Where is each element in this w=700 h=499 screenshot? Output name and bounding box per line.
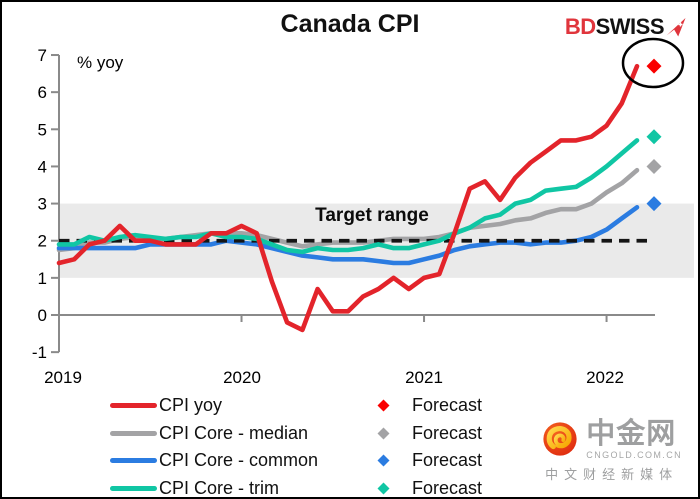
legend: CPI yoy Forecast CPI Core - median Forecast… (110, 395, 483, 498)
legend-series-label: CPI Core - median (159, 422, 309, 443)
legend-series-label: CPI Core - common (159, 450, 319, 471)
legend-line-swatch (110, 458, 157, 464)
watermark-site: CNGOLD.COM.CN (586, 450, 682, 460)
x-tick-label: 2020 (223, 368, 261, 387)
cngold-watermark: 中金网 CNGOLD.COM.CN 中文财经新媒体 (541, 417, 682, 483)
watermark-top-row: 中金网 CNGOLD.COM.CN (541, 417, 682, 460)
bdswiss-logo-swiss: SWISS (595, 14, 665, 39)
legend-item-cpi-core-trim: CPI Core - trim Forecast (110, 477, 483, 498)
y-tick-label: 3 (38, 195, 47, 214)
legend-forecast-diamond-icon (377, 399, 390, 412)
y-tick-label: 0 (38, 306, 47, 325)
y-tick-label: 6 (38, 83, 47, 102)
cngold-logo-icon (541, 420, 579, 458)
y-tick-label: 2 (38, 232, 47, 251)
legend-line-swatch (110, 430, 157, 436)
target-range-label: Target range (315, 205, 429, 226)
bdswiss-logo: BD SWISS (565, 14, 686, 40)
y-tick-label: 4 (38, 157, 47, 176)
forecast-diamond-cpi-core-common (646, 196, 662, 212)
page-title: Canada CPI (280, 10, 420, 38)
legend-forecast-diamond-icon (377, 454, 390, 467)
legend-line-swatch (110, 485, 157, 491)
series-line-cpi-yoy (56, 63, 640, 333)
legend-forecast-diamond-icon (377, 427, 390, 440)
legend-item-cpi-core-common: CPI Core - common Forecast (110, 450, 483, 471)
legend-forecast-label: Forecast (412, 395, 483, 416)
cpi-chart: 7 6 5 4 3 2 1 0 -1 2019 2020 2021 2022 % yoy Target ra… (32, 37, 694, 387)
watermark-slogan: 中文财经新媒体 (545, 467, 679, 482)
y-tick-label: 7 (38, 46, 47, 65)
forecast-diamond-cpi-core-median (646, 158, 662, 174)
legend-forecast-label: Forecast (412, 477, 483, 498)
legend-item-cpi-yoy: CPI yoy Forecast (110, 395, 483, 416)
legend-line-swatch (110, 403, 157, 409)
forecast-diamond-cpi-core-trim (646, 129, 662, 145)
x-tick-label: 2019 (44, 368, 82, 387)
legend-forecast-label: Forecast (412, 450, 483, 471)
bdswiss-logo-bd: BD (564, 14, 596, 39)
watermark-name: 中金网 (586, 417, 677, 450)
legend-series-label: CPI yoy (159, 395, 223, 416)
series-line-cpi-core-trim (56, 138, 640, 255)
x-tick-label: 2022 (586, 368, 624, 387)
y-tick-label: -1 (32, 343, 47, 362)
legend-forecast-diamond-icon (377, 482, 390, 495)
highlight-ellipse (621, 37, 685, 89)
series-line-cpi-core-common (56, 205, 640, 266)
legend-item-cpi-core-median: CPI Core - median Forecast (110, 422, 483, 444)
legend-series-label: CPI Core - trim (159, 477, 280, 498)
y-axis-unit-label: % yoy (77, 53, 124, 72)
watermark-name-block: 中金网 CNGOLD.COM.CN (586, 417, 682, 460)
y-tick-label: 1 (38, 269, 47, 288)
x-tick-label: 2021 (405, 368, 443, 387)
legend-forecast-label: Forecast (412, 422, 483, 443)
y-tick-label: 5 (38, 120, 47, 139)
bdswiss-arrow-icon (666, 18, 686, 37)
forecast-diamond-cpi-yoy (646, 58, 662, 74)
